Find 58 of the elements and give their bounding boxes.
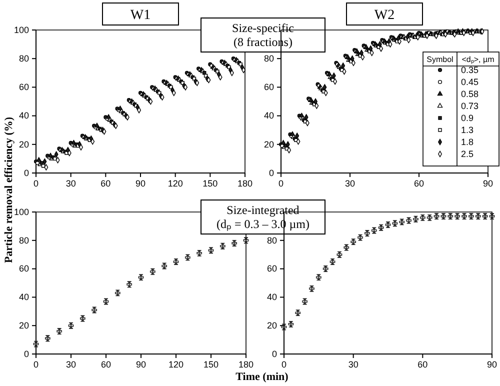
y-tick-label: 20 [264,139,274,150]
x-axis-title: Time (min) [236,371,289,383]
x-tick-label: 0 [281,359,287,370]
x-tick-label: 30 [344,178,356,188]
legend-title: <dₚ>, µm [462,55,495,64]
legend-label: 0.73 [461,101,479,111]
y-tick-label: 20 [18,320,29,330]
x-tick-label: 30 [66,178,76,188]
legend-label: 0.35 [461,65,479,75]
y-tick-label: 60 [264,82,274,92]
y-tick-label: 60 [18,82,29,92]
legend-label: 0.58 [461,89,479,99]
x-tick-label: 90 [486,359,498,370]
y-tick-label: 0 [24,168,29,178]
chart-title: W1 [130,8,151,23]
y-tick-label: 40 [266,292,277,302]
legend-label: 2.5 [461,149,474,159]
x-tick-label: 30 [348,359,358,370]
y-tick-label: 0 [24,348,29,359]
legend-label: 1.3 [461,125,474,135]
x-tick-label: 0 [278,178,284,188]
x-tick-label: 60 [100,359,112,370]
y-tick-label: 60 [18,264,29,274]
y-tick-label: 40 [264,110,274,121]
x-tick-label: 150 [203,359,219,370]
annotation: Symbol [426,55,454,64]
y-tick-label: 100 [14,24,29,35]
x-tick-label: 120 [168,359,184,370]
y-tick-label: 80 [266,235,277,246]
x-tick-label: 90 [136,359,146,370]
y-tick-label: 40 [18,292,29,302]
x-tick-label: 0 [33,359,39,370]
x-tick-label: 150 [202,178,218,188]
x-tick-label: 90 [482,178,494,188]
x-tick-label: 60 [418,359,428,370]
y-tick-label: 80 [18,235,29,246]
x-tick-label: 90 [135,178,146,188]
x-tick-label: 30 [66,359,76,370]
y-axis-title: Particle removal efficiency (%) [3,116,15,264]
legend-label: 1.8 [461,137,474,147]
y-tick-label: 80 [264,53,274,64]
legend-label: 0.9 [461,113,474,123]
x-tick-label: 60 [414,178,424,188]
y-tick-label: 20 [18,139,29,150]
y-tick-label: 0 [268,168,274,178]
x-tick-label: 60 [100,178,111,188]
x-tick-label: 120 [168,178,183,188]
y-tick-label: 40 [18,110,29,121]
y-tick-label: 60 [266,264,277,274]
x-tick-label: 0 [33,178,39,188]
x-tick-label: 180 [237,178,253,188]
y-tick-label: 20 [266,320,277,330]
chart-title: W2 [374,8,395,23]
y-tick-label: 80 [18,53,29,64]
x-tick-label: 180 [238,359,254,370]
y-tick-label: 0 [272,348,277,359]
y-tick-label: 100 [14,206,29,217]
legend-label: 0.45 [461,77,479,87]
